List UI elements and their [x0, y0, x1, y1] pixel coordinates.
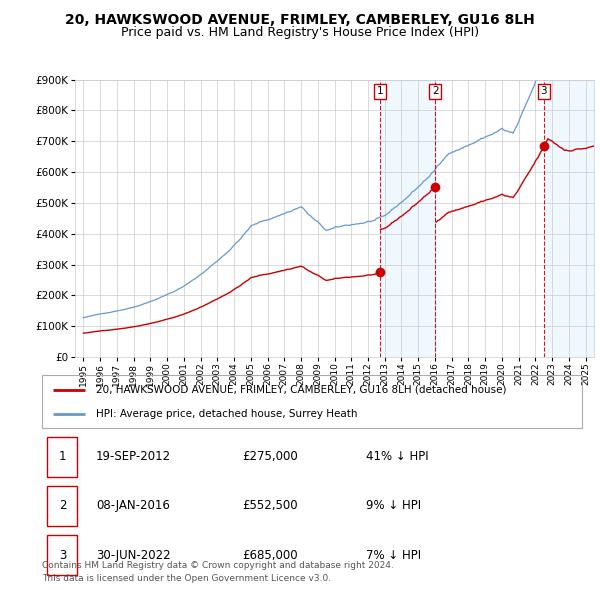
Text: £552,500: £552,500 [242, 499, 298, 513]
Text: 1: 1 [59, 450, 66, 463]
Text: 2: 2 [432, 86, 439, 96]
Text: 08-JAN-2016: 08-JAN-2016 [96, 499, 170, 513]
Text: 20, HAWKSWOOD AVENUE, FRIMLEY, CAMBERLEY, GU16 8LH (detached house): 20, HAWKSWOOD AVENUE, FRIMLEY, CAMBERLEY… [96, 385, 506, 395]
Text: 19-SEP-2012: 19-SEP-2012 [96, 450, 171, 463]
Text: 3: 3 [59, 549, 66, 562]
Text: HPI: Average price, detached house, Surrey Heath: HPI: Average price, detached house, Surr… [96, 409, 358, 419]
Text: 7% ↓ HPI: 7% ↓ HPI [366, 549, 421, 562]
Text: 2: 2 [59, 499, 66, 513]
Bar [380, 80, 435, 357]
Bar [544, 80, 594, 357]
Text: £685,000: £685,000 [242, 549, 298, 562]
Bar [47, 486, 77, 526]
Text: £275,000: £275,000 [242, 450, 298, 463]
Bar [47, 437, 77, 477]
Text: 9% ↓ HPI: 9% ↓ HPI [366, 499, 421, 513]
Text: 1: 1 [377, 86, 383, 96]
Text: This data is licensed under the Open Government Licence v3.0.: This data is licensed under the Open Gov… [42, 573, 331, 583]
Text: Contains HM Land Registry data © Crown copyright and database right 2024.: Contains HM Land Registry data © Crown c… [42, 560, 394, 570]
Text: 30-JUN-2022: 30-JUN-2022 [96, 549, 170, 562]
Bar [47, 535, 77, 575]
Text: 3: 3 [541, 86, 547, 96]
Text: 41% ↓ HPI: 41% ↓ HPI [366, 450, 428, 463]
Text: 20, HAWKSWOOD AVENUE, FRIMLEY, CAMBERLEY, GU16 8LH: 20, HAWKSWOOD AVENUE, FRIMLEY, CAMBERLEY… [65, 13, 535, 27]
Text: Price paid vs. HM Land Registry's House Price Index (HPI): Price paid vs. HM Land Registry's House … [121, 26, 479, 39]
